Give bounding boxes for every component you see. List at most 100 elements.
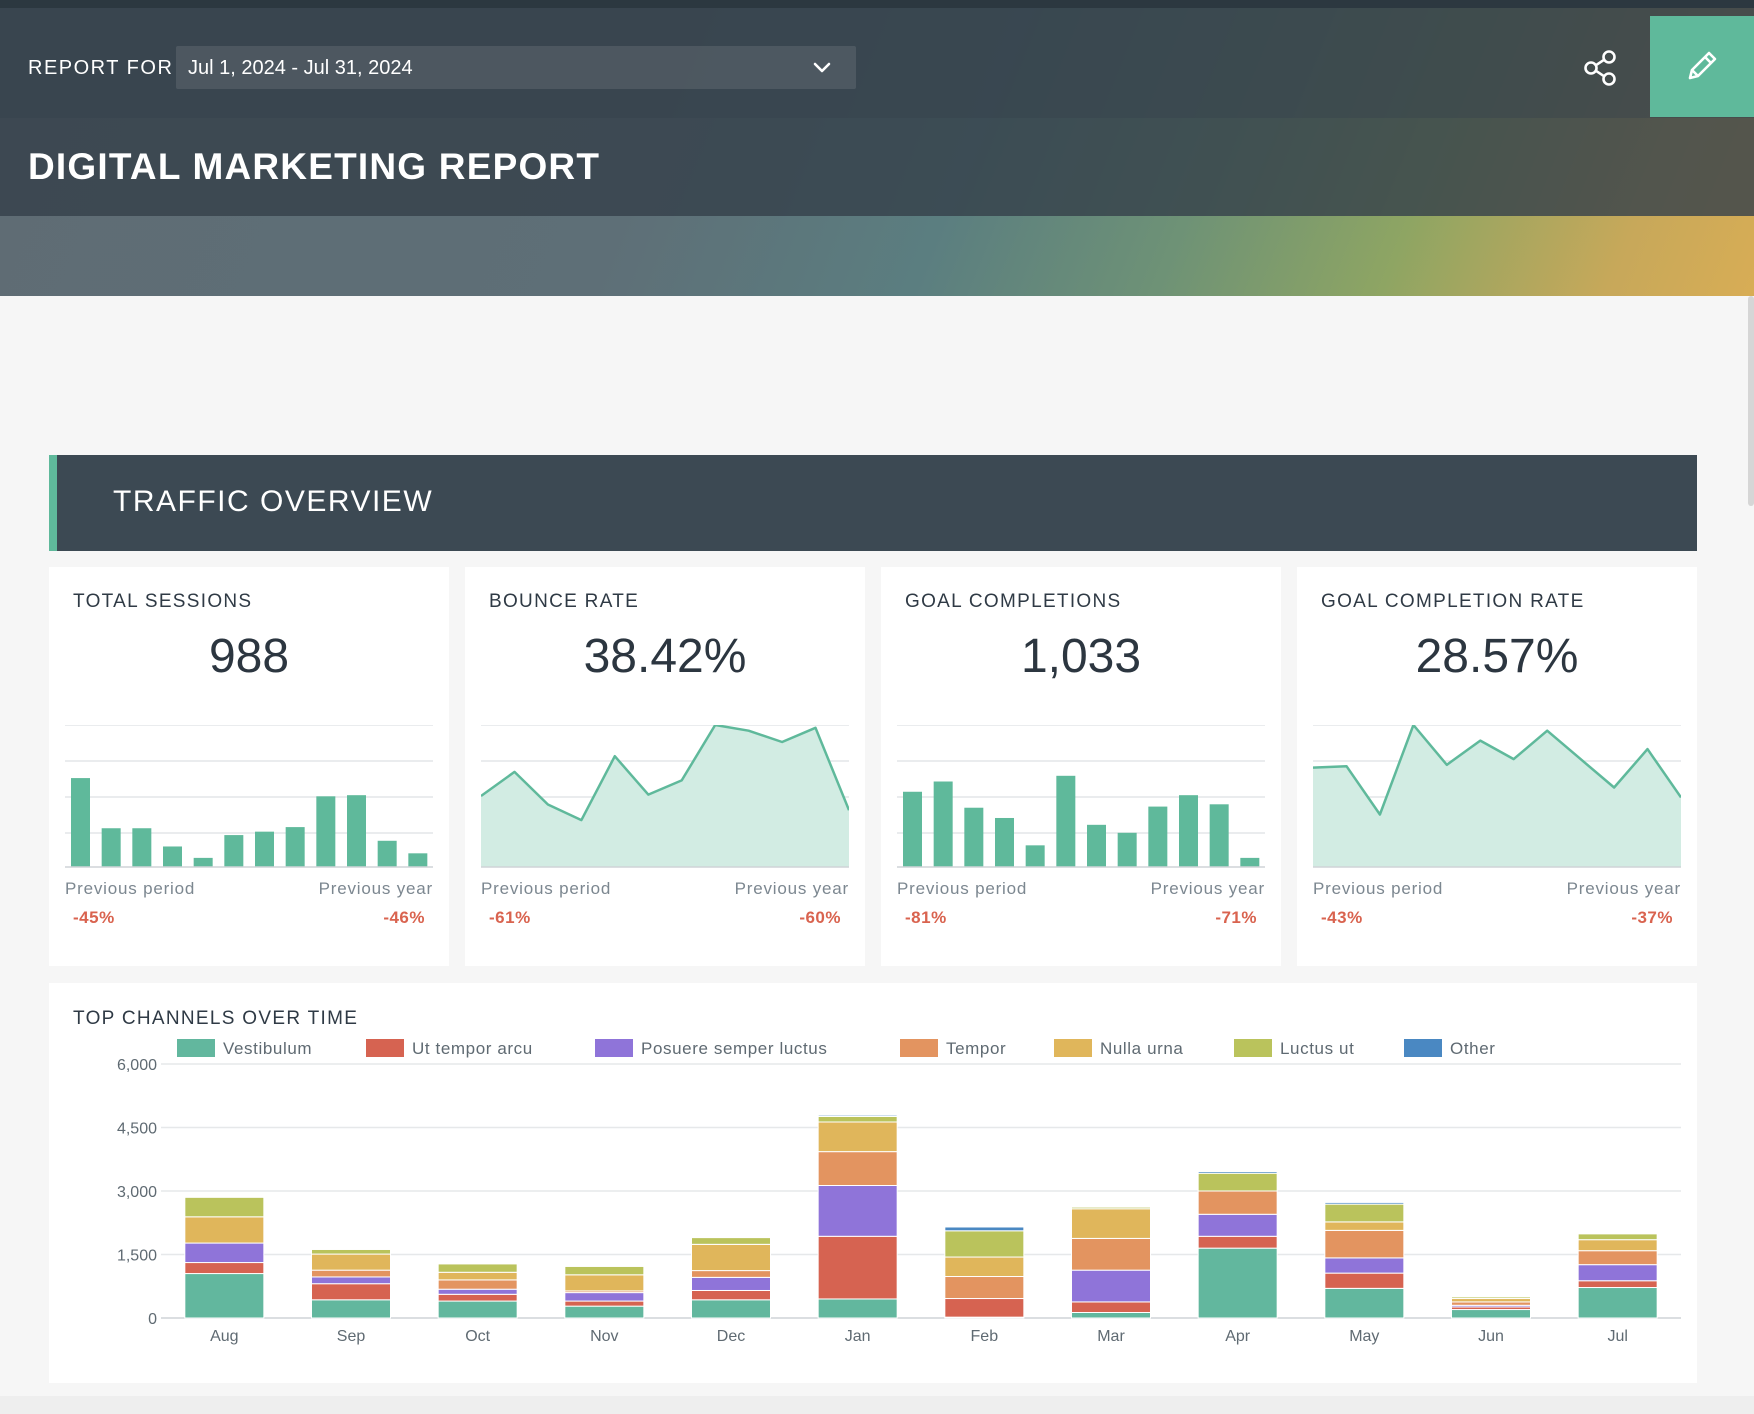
previous-period-label: Previous period bbox=[481, 879, 612, 898]
spark-bar bbox=[132, 828, 152, 867]
bar-segment bbox=[437, 1271, 518, 1281]
bar-segment bbox=[564, 1300, 645, 1307]
bar-segment bbox=[1577, 1250, 1658, 1266]
legend-item-vestibulum[interactable]: Vestibulum bbox=[177, 1039, 312, 1061]
date-range-dropdown[interactable]: Jul 1, 2024 - Jul 31, 2024 bbox=[176, 46, 856, 89]
bar-segment bbox=[564, 1305, 645, 1319]
bar-segment bbox=[184, 1262, 265, 1275]
bar-segment bbox=[817, 1114, 898, 1117]
legend-swatch bbox=[900, 1039, 938, 1057]
bar-segment bbox=[944, 1230, 1025, 1258]
legend-item-other[interactable]: Other bbox=[1404, 1039, 1496, 1061]
bar-segment bbox=[691, 1236, 771, 1239]
bar-segment bbox=[1071, 1311, 1151, 1319]
bar-segment bbox=[1577, 1287, 1658, 1319]
legend-label: Tempor bbox=[946, 1039, 1007, 1058]
spark-bar bbox=[101, 828, 121, 867]
bar-segment bbox=[1071, 1237, 1151, 1271]
bar-segment bbox=[437, 1279, 518, 1290]
x-tick-label: Feb bbox=[971, 1328, 999, 1345]
bar-segment bbox=[817, 1121, 898, 1153]
legend-item-tempor[interactable]: Tempor bbox=[900, 1039, 1006, 1061]
page-scrollbar[interactable] bbox=[1748, 296, 1754, 506]
title-bar bbox=[0, 118, 1754, 216]
bar-segment bbox=[311, 1248, 391, 1250]
bar-segment bbox=[564, 1292, 645, 1302]
legend-item-ut-tempor-arcu[interactable]: Ut tempor arcu bbox=[366, 1039, 533, 1061]
bar-segment bbox=[691, 1237, 771, 1245]
legend-label: Vestibulum bbox=[223, 1039, 313, 1058]
y-tick-label: 4,500 bbox=[117, 1121, 157, 1138]
bar-segment bbox=[1197, 1247, 1278, 1319]
spark-area bbox=[481, 725, 849, 867]
edit-button[interactable] bbox=[1650, 16, 1754, 117]
bar-segment bbox=[1324, 1287, 1405, 1319]
kpi-card-goal-completions: GOAL COMPLETIONS 1,033 Previous period P… bbox=[881, 567, 1281, 966]
stacked-bar-chart: 0 1,500 3,000 4,500 6,000 Aug Sep Oct Nov Dec Jan F… bbox=[117, 1057, 1681, 1345]
spark-bar bbox=[224, 835, 244, 867]
bar-segment bbox=[311, 1299, 391, 1319]
bar-segment bbox=[817, 1151, 898, 1186]
bar-segment bbox=[437, 1293, 518, 1302]
bar-segment bbox=[1071, 1208, 1151, 1239]
bar-segment bbox=[311, 1283, 391, 1301]
bar-segment bbox=[1451, 1301, 1531, 1306]
bar-segment bbox=[564, 1265, 645, 1276]
bar-segment bbox=[817, 1184, 898, 1237]
x-tick-label: Aug bbox=[210, 1328, 238, 1345]
legend-label: Luctus ut bbox=[1280, 1039, 1355, 1058]
kpi-value: 38.42% bbox=[583, 630, 747, 683]
bar-segment bbox=[691, 1299, 771, 1319]
legend-label: Posuere semper luctus bbox=[641, 1039, 828, 1058]
chart-title: TOP CHANNELS OVER TIME bbox=[73, 1008, 359, 1029]
bar-segment bbox=[437, 1288, 518, 1295]
spark-line bbox=[1313, 725, 1681, 816]
bar-segment bbox=[817, 1115, 898, 1123]
x-tick-label: Apr bbox=[1225, 1328, 1251, 1345]
page-bottom-edge bbox=[0, 1396, 1754, 1414]
report-for-label: REPORT FOR bbox=[28, 57, 174, 79]
pencil-icon bbox=[1688, 51, 1717, 80]
bar-segment bbox=[817, 1298, 898, 1319]
spark-area bbox=[1313, 725, 1681, 867]
previous-year-change: -60% bbox=[799, 908, 841, 927]
bar-segment bbox=[311, 1248, 391, 1255]
spark-bar bbox=[163, 846, 182, 867]
kpi-sparkline bbox=[1313, 725, 1681, 868]
previous-year-label: Previous year bbox=[734, 879, 849, 898]
y-tick-label: 1,500 bbox=[117, 1248, 157, 1265]
spark-bar bbox=[1025, 845, 1045, 867]
spark-bar bbox=[285, 827, 305, 867]
previous-year-change: -71% bbox=[1215, 908, 1257, 927]
kpi-value: 988 bbox=[208, 630, 290, 683]
kpi-sparkline bbox=[65, 725, 433, 868]
legend-item-nulla-urna[interactable]: Nulla urna bbox=[1054, 1039, 1184, 1061]
share-icon bbox=[1584, 50, 1616, 86]
bar-segment bbox=[944, 1226, 1025, 1232]
bar-segment bbox=[311, 1253, 391, 1271]
bar-segment bbox=[1071, 1205, 1151, 1208]
x-tick-label: Jan bbox=[845, 1328, 871, 1345]
previous-period-change: -81% bbox=[905, 908, 947, 927]
bar-segment bbox=[184, 1196, 265, 1218]
bar-segment bbox=[184, 1273, 265, 1319]
legend-item-luctus-ut[interactable]: Luctus ut bbox=[1234, 1039, 1354, 1061]
section-header-traffic-overview: TRAFFIC OVERVIEW bbox=[49, 455, 1697, 551]
previous-period-label: Previous period bbox=[897, 879, 1028, 898]
bar-segment bbox=[1197, 1235, 1278, 1249]
spark-bar bbox=[1087, 824, 1106, 867]
bar-segment bbox=[1197, 1171, 1278, 1174]
legend-item-posuere-semper-luctus[interactable]: Posuere semper luctus bbox=[595, 1039, 827, 1061]
spark-bar bbox=[255, 831, 274, 867]
previous-period-label: Previous period bbox=[1313, 879, 1444, 898]
spark-bar bbox=[1056, 775, 1076, 867]
bar-segment bbox=[1324, 1272, 1405, 1289]
bar-segment bbox=[1071, 1301, 1151, 1313]
bar-segment bbox=[564, 1274, 645, 1292]
share-button[interactable] bbox=[1580, 48, 1620, 88]
spark-bar bbox=[408, 853, 428, 867]
previous-year-label: Previous year bbox=[1566, 879, 1681, 898]
report-header: REPORT FOR Jul 1, 2024 - Jul 31, 2024 DI… bbox=[0, 0, 1754, 296]
spark-bar bbox=[1117, 832, 1137, 867]
spark-bar bbox=[1179, 795, 1198, 867]
